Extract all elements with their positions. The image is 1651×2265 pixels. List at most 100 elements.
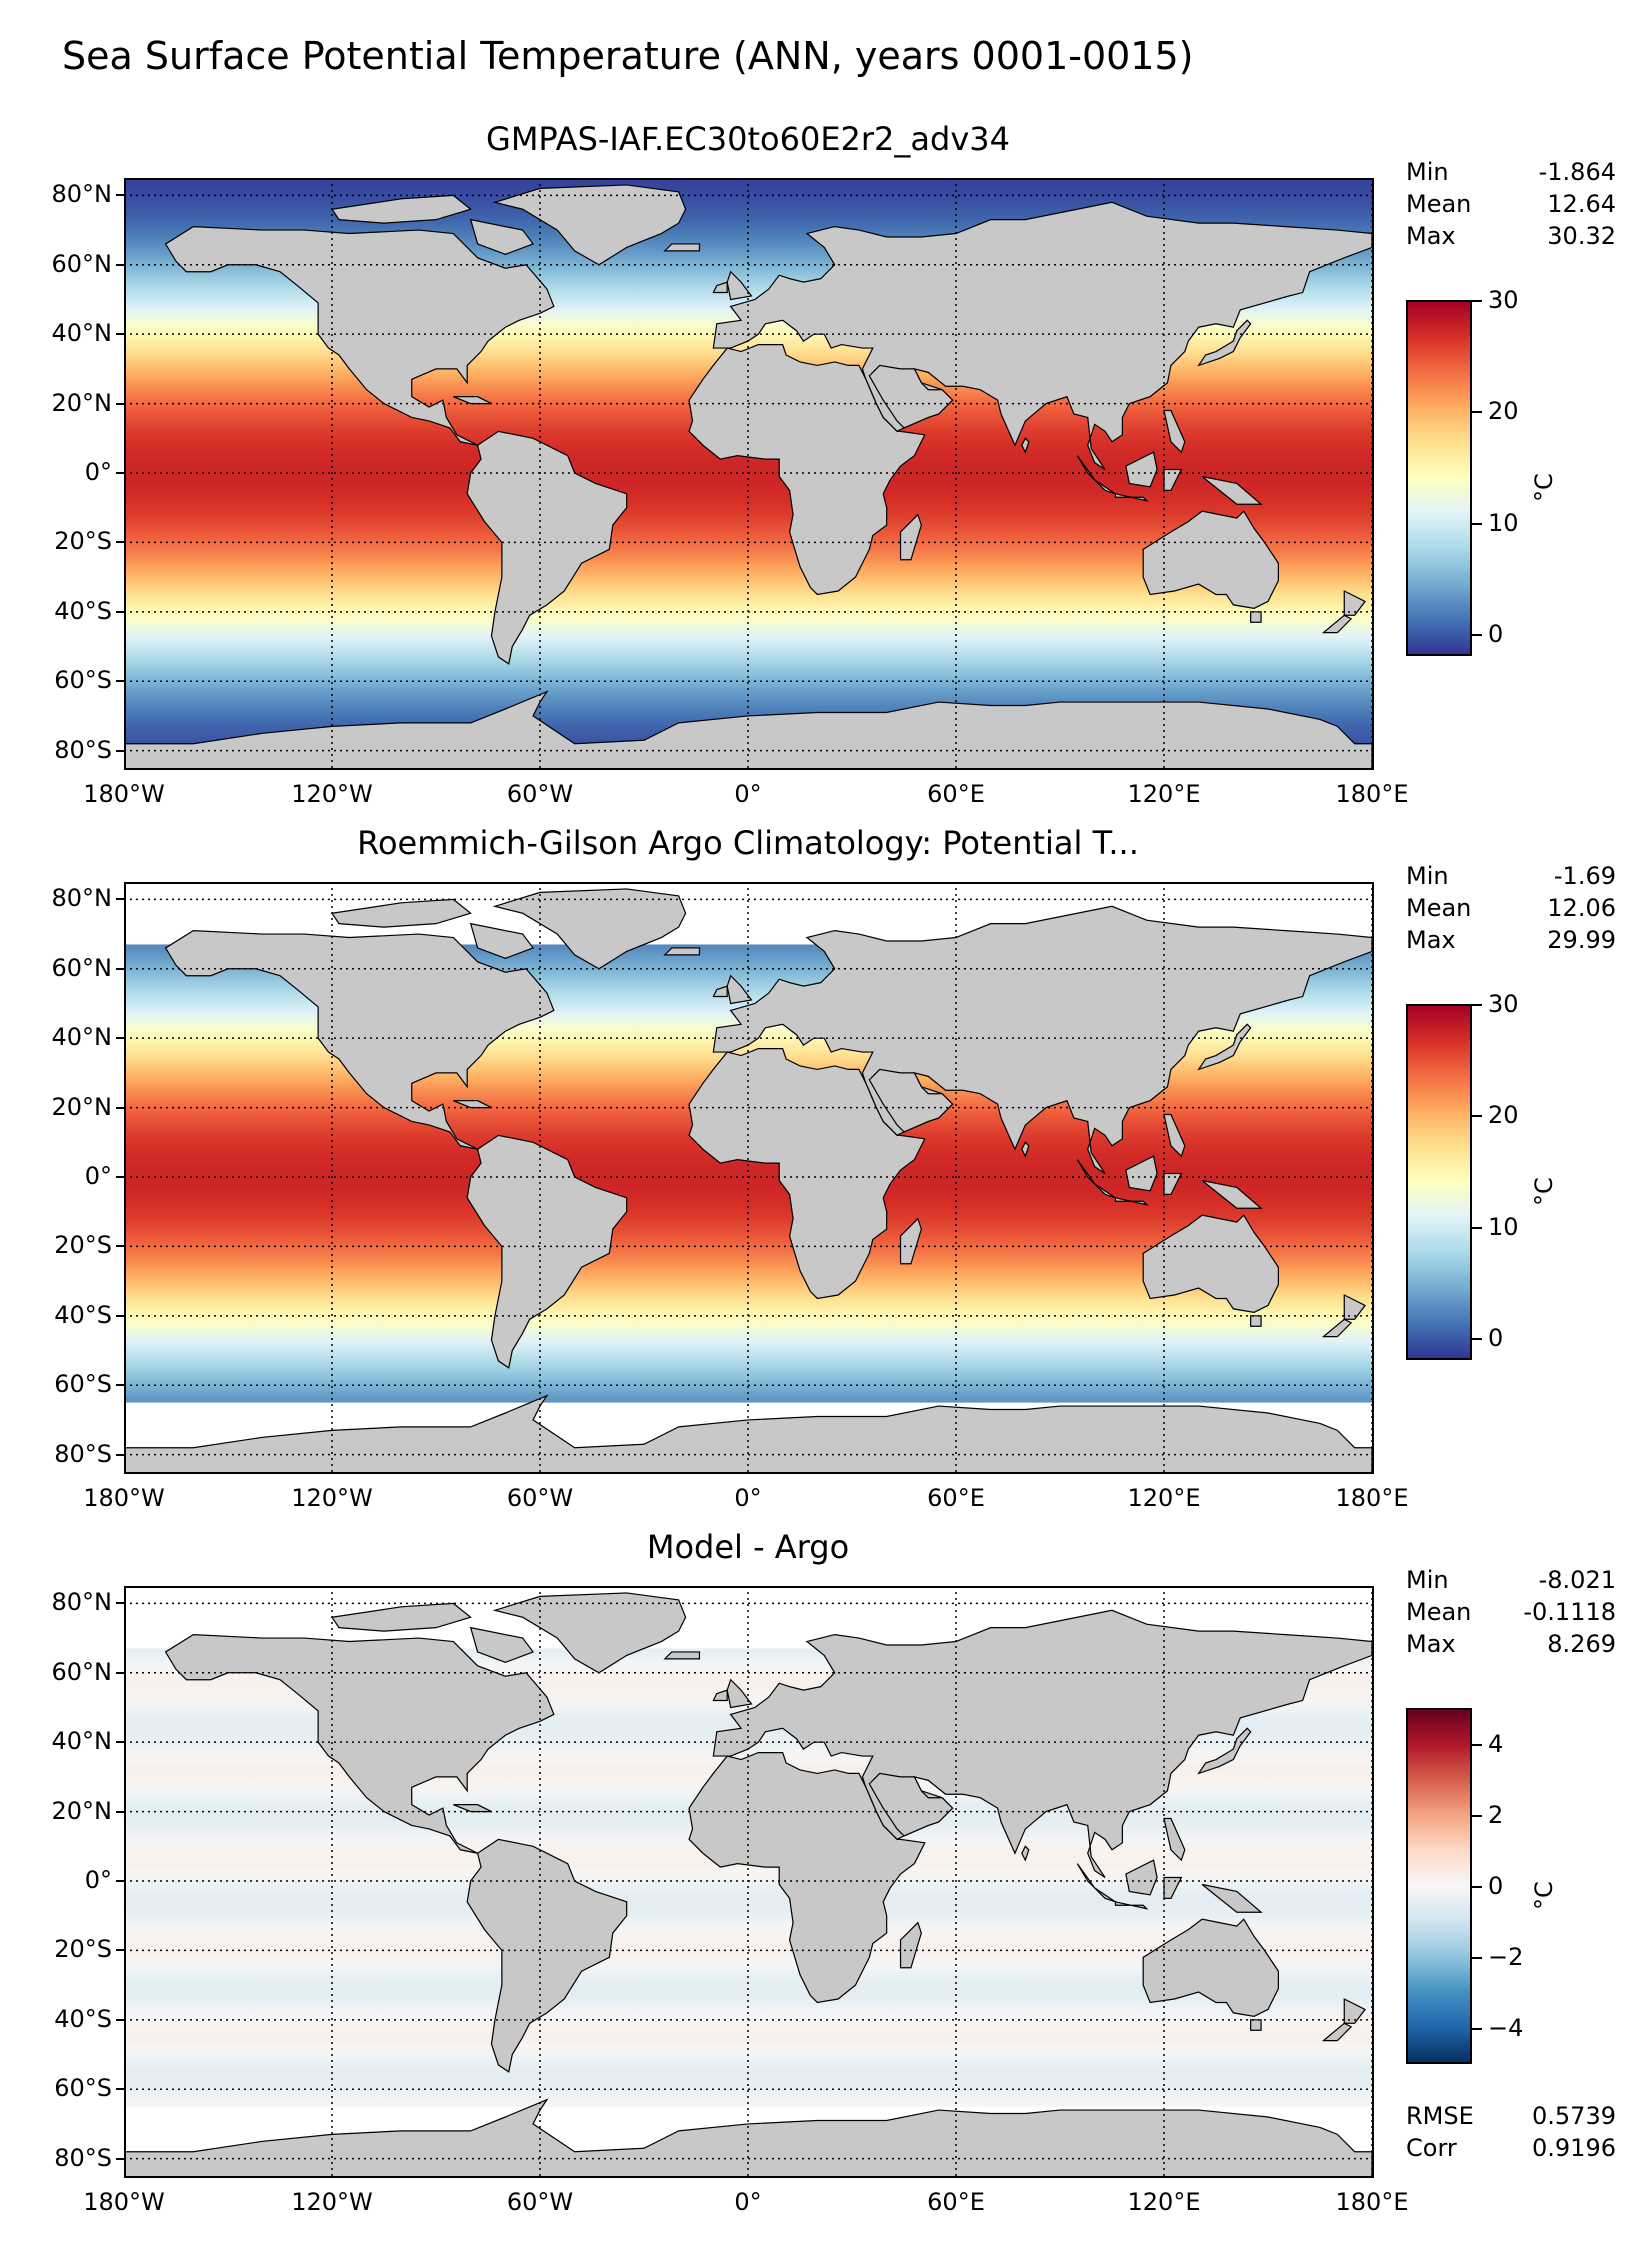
y-tick-label: 20°S xyxy=(26,1231,124,1259)
y-tick-label: 80°N xyxy=(26,180,124,208)
y-tick-label: 0° xyxy=(26,458,124,486)
y-tick-label: 80°N xyxy=(26,884,124,912)
y-tick-label: 20°N xyxy=(26,389,124,417)
error-stats-box: RMSE 0.5739 Corr 0.9196 xyxy=(1406,2100,1616,2164)
stat-row: Mean 12.64 xyxy=(1406,188,1616,220)
colorbar-tick-label: 20 xyxy=(1488,1101,1519,1130)
x-tick-label: 60°W xyxy=(506,1484,574,1512)
map-area xyxy=(124,1586,1372,2176)
x-tick-label: 120°E xyxy=(1127,2188,1201,2216)
stat-label: Max xyxy=(1406,926,1456,954)
stat-row: Min -1.69 xyxy=(1406,860,1616,892)
stat-label: Min xyxy=(1406,158,1449,186)
stat-value: 12.64 xyxy=(1547,190,1616,218)
y-tick-label: 60°N xyxy=(26,1658,124,1686)
y-tick-label: 80°S xyxy=(26,736,124,764)
colorbar-tick xyxy=(1472,411,1482,414)
colorbar xyxy=(1406,1004,1472,1360)
y-tick-label: 40°S xyxy=(26,597,124,625)
x-tick-label: 60°W xyxy=(506,2188,574,2216)
colorbar xyxy=(1406,300,1472,656)
heatmap-svg xyxy=(124,178,1372,768)
stat-value: 0.9196 xyxy=(1532,2134,1616,2162)
stat-value: 12.06 xyxy=(1547,894,1616,922)
colorbar-unit-label: °C xyxy=(1530,1177,1558,1206)
stat-label: Max xyxy=(1406,222,1456,250)
stat-row: Corr 0.9196 xyxy=(1406,2132,1616,2164)
colorbar-unit-label: °C xyxy=(1530,1881,1558,1910)
y-tick-label: 60°N xyxy=(26,954,124,982)
stats-box: Min -1.69 Mean 12.06 Max 29.99 xyxy=(1406,860,1616,956)
x-tick-label: 180°E xyxy=(1335,1484,1409,1512)
colorbar-tick-label: −4 xyxy=(1488,2014,1524,2043)
y-tick-label: 20°S xyxy=(26,1935,124,1963)
colorbar-tick xyxy=(1472,1004,1482,1006)
x-tick-label: 120°W xyxy=(291,1484,373,1512)
colorbar-tick-label: 0 xyxy=(1488,619,1504,648)
x-tick-label: 60°W xyxy=(506,780,574,808)
x-tick-label: 0° xyxy=(734,2188,762,2216)
colorbar-tick-label: 10 xyxy=(1488,1212,1519,1241)
stat-label: Min xyxy=(1406,862,1449,890)
colorbar-tick xyxy=(1472,1886,1482,1888)
x-tick-label: 120°E xyxy=(1127,780,1201,808)
stat-value: 29.99 xyxy=(1547,926,1616,954)
figure-title: Sea Surface Potential Temperature (ANN, … xyxy=(62,34,1194,78)
colorbar-tick xyxy=(1472,1226,1482,1229)
y-tick-label: 40°S xyxy=(26,1301,124,1329)
x-tick-label: 180°W xyxy=(83,2188,165,2216)
stat-row: Min -1.864 xyxy=(1406,156,1616,188)
colorbar-tick-label: 2 xyxy=(1488,1800,1504,1829)
y-tick-label: 60°N xyxy=(26,250,124,278)
y-tick-label: 80°N xyxy=(26,1588,124,1616)
stats-box: Min -8.021 Mean -0.1118 Max 8.269 xyxy=(1406,1564,1616,1660)
x-tick-label: 120°W xyxy=(291,780,373,808)
x-tick-label: 180°W xyxy=(83,780,165,808)
stat-row: Mean -0.1118 xyxy=(1406,1596,1616,1628)
colorbar-tick-label: 0 xyxy=(1488,1872,1504,1900)
colorbar-tick-label: −2 xyxy=(1488,1943,1524,1972)
stat-label: Mean xyxy=(1406,1598,1472,1626)
map-panel-1: GMPAS-IAF.EC30to60E2r2_adv34 80°N 60°N 40°N… xyxy=(0,120,1651,820)
x-tick-label: 180°E xyxy=(1335,780,1409,808)
colorbar-tick-label: 0 xyxy=(1488,1323,1504,1352)
colorbar-tick xyxy=(1472,2028,1482,2031)
colorbar-tick-label: 4 xyxy=(1488,1729,1504,1758)
y-tick-label: 80°S xyxy=(26,2144,124,2172)
colorbar-tick xyxy=(1472,1957,1482,1960)
colorbar-tick xyxy=(1472,1115,1482,1118)
panel-title: Roemmich-Gilson Argo Climatology: Potent… xyxy=(357,824,1139,862)
stat-row: Max 30.32 xyxy=(1406,220,1616,252)
y-tick-label: 20°S xyxy=(26,527,124,555)
stat-row: Max 8.269 xyxy=(1406,1628,1616,1660)
stat-label: Mean xyxy=(1406,894,1472,922)
x-tick-label: 180°E xyxy=(1335,2188,1409,2216)
colorbar-tick-label: 10 xyxy=(1488,508,1519,537)
stat-label: Min xyxy=(1406,1566,1449,1594)
stat-value: -1.69 xyxy=(1553,862,1616,890)
stat-row: RMSE 0.5739 xyxy=(1406,2100,1616,2132)
stat-label: Corr xyxy=(1406,2134,1457,2162)
map-panel-3: Model - Argo 80°N 60°N 40°N 20°N 0° 20°S 40°S 60… xyxy=(0,1528,1651,2228)
y-tick-label: 0° xyxy=(26,1866,124,1894)
y-tick-label: 40°N xyxy=(26,1023,124,1051)
map-area xyxy=(124,178,1372,768)
stat-row: Mean 12.06 xyxy=(1406,892,1616,924)
colorbar-tick-label: 30 xyxy=(1488,990,1519,1018)
y-tick-label: 40°N xyxy=(26,319,124,347)
colorbar-tick xyxy=(1472,1337,1482,1340)
colorbar-unit-label: °C xyxy=(1530,473,1558,502)
stat-value: -0.1118 xyxy=(1523,1598,1616,1626)
x-tick-label: 180°W xyxy=(83,1484,165,1512)
stat-value: 8.269 xyxy=(1547,1630,1616,1658)
x-tick-label: 60°E xyxy=(927,1484,985,1512)
x-tick-label: 60°E xyxy=(927,2188,985,2216)
x-tick-label: 60°E xyxy=(927,780,985,808)
x-tick-label: 0° xyxy=(734,1484,762,1512)
stat-label: Mean xyxy=(1406,190,1472,218)
heatmap-svg xyxy=(124,882,1372,1472)
colorbar xyxy=(1406,1708,1472,2064)
colorbar-tick-label: 30 xyxy=(1488,286,1519,314)
stat-value: -1.864 xyxy=(1538,158,1616,186)
stat-label: RMSE xyxy=(1406,2102,1474,2130)
